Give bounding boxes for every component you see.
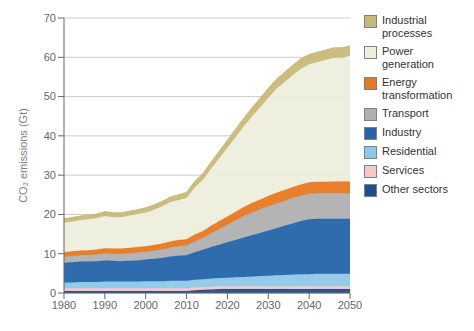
- svg-text:2030: 2030: [256, 299, 280, 311]
- svg-text:0: 0: [50, 287, 56, 299]
- svg-text:50: 50: [44, 90, 56, 102]
- svg-text:2020: 2020: [215, 299, 239, 311]
- svg-text:40: 40: [44, 130, 56, 142]
- svg-text:70: 70: [44, 12, 56, 24]
- svg-text:2050: 2050: [338, 299, 362, 311]
- svg-text:1980: 1980: [52, 299, 76, 311]
- html-text:Energy: Energy: [382, 76, 417, 88]
- svg-text:20: 20: [44, 208, 56, 220]
- svg-text:60: 60: [44, 51, 56, 63]
- html-text:processes: processes: [382, 27, 433, 39]
- svg-text:2000: 2000: [133, 299, 157, 311]
- svg-text:30: 30: [44, 169, 56, 181]
- svg-text:10: 10: [44, 248, 56, 260]
- html-text:Transport: Transport: [382, 107, 429, 119]
- svg-text:CO₂ emissions (Gt): CO₂ emissions (Gt): [17, 108, 29, 203]
- html-text:Other sectors: Other sectors: [382, 183, 448, 195]
- svg-text:2010: 2010: [174, 299, 198, 311]
- svg-text:2040: 2040: [297, 299, 321, 311]
- html-text:Industrial: Industrial: [382, 14, 427, 26]
- html-text:Power: Power: [382, 45, 414, 57]
- html-text:Services: Services: [382, 164, 425, 176]
- html-text:transformation: transformation: [382, 89, 453, 101]
- html-text:Residential: Residential: [382, 145, 437, 157]
- html-text:Industry: Industry: [382, 126, 422, 138]
- html-text:generation: generation: [382, 58, 434, 70]
- svg-text:1990: 1990: [93, 299, 117, 311]
